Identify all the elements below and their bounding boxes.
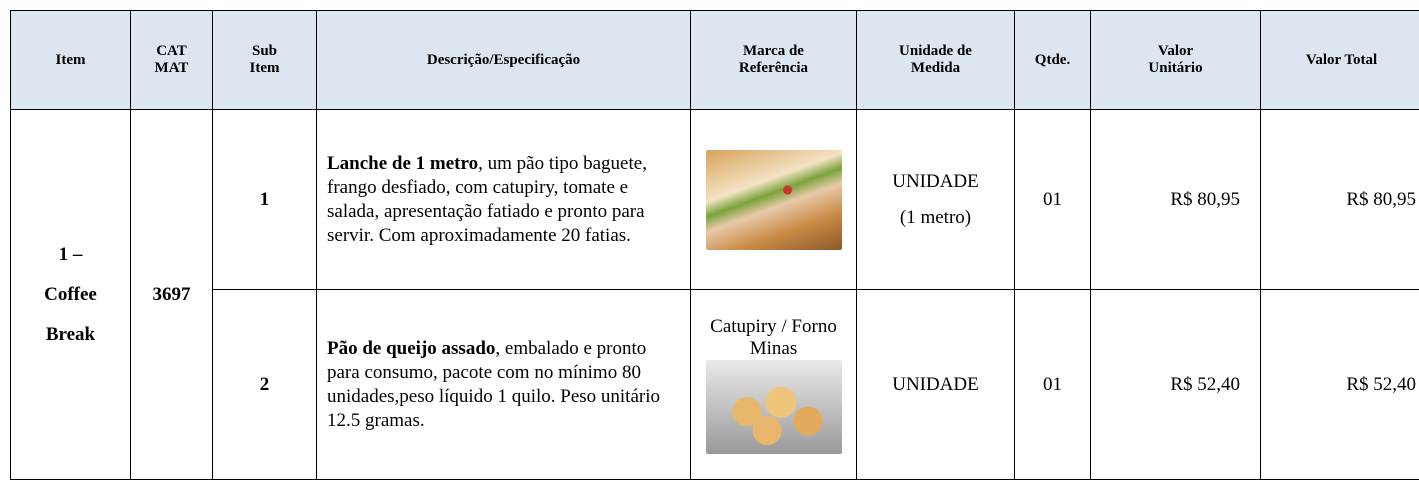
description: Pão de queijo assado, embalado e pronto … bbox=[317, 290, 691, 480]
sub-cell: 1 bbox=[213, 110, 317, 290]
sub-cell: 2 bbox=[213, 290, 317, 480]
item-cell: 1 – Coffee Break bbox=[11, 110, 131, 480]
header-row: Item CAT MAT Sub Item Descrição/Especifi… bbox=[11, 11, 1419, 110]
unit: (1 metro) bbox=[863, 200, 1008, 236]
row: 1 – Coffee Break 3697 1 Lanche de 1 metr… bbox=[11, 110, 1419, 290]
unit: UNIDADE bbox=[863, 374, 1008, 396]
brand-cell bbox=[691, 110, 857, 290]
total: R$ 52,40 bbox=[1261, 290, 1419, 480]
header-cell: Sub Item bbox=[213, 11, 317, 110]
unit: UNIDADE bbox=[863, 164, 1008, 200]
description: Lanche de 1 metro, um pão tipo baguete, … bbox=[317, 110, 691, 290]
total: R$ 80,95 bbox=[1261, 110, 1419, 290]
description-bold: Pão de queijo assado bbox=[327, 338, 495, 359]
qty: 01 bbox=[1015, 290, 1091, 480]
header-cell: Qtde. bbox=[1015, 11, 1091, 110]
unit-cell: UNIDADE bbox=[857, 290, 1015, 480]
header-cell: Marca de Referência bbox=[691, 11, 857, 110]
row: 2 Pão de queijo assado, embalado e pront… bbox=[11, 290, 1419, 480]
unit-price: R$ 52,40 bbox=[1091, 290, 1261, 480]
catmat: 3697 bbox=[153, 284, 191, 305]
brand-cell: Catupiry / Forno Minas bbox=[691, 290, 857, 480]
description-bold: Lanche de 1 metro bbox=[327, 153, 478, 174]
quote-table: Item CAT MAT Sub Item Descrição/Especifi… bbox=[10, 10, 1419, 480]
header-cell: CAT MAT bbox=[131, 11, 213, 110]
catmat-cell: 3697 bbox=[131, 110, 213, 480]
product-image bbox=[706, 360, 842, 454]
header-cell: Item bbox=[11, 11, 131, 110]
header-cell: Descrição/Especificação bbox=[317, 11, 691, 110]
product-image bbox=[706, 150, 842, 250]
header-cell: Valor Unitário bbox=[1091, 11, 1261, 110]
item: 1 – Coffee Break bbox=[44, 244, 97, 345]
header-cell: Unidade de Medida bbox=[857, 11, 1015, 110]
unit-price: R$ 80,95 bbox=[1091, 110, 1261, 290]
unit-cell: UNIDADE(1 metro) bbox=[857, 110, 1015, 290]
brand: Catupiry / Forno Minas bbox=[697, 316, 850, 360]
qty: 01 bbox=[1015, 110, 1091, 290]
header-cell: Valor Total bbox=[1261, 11, 1419, 110]
